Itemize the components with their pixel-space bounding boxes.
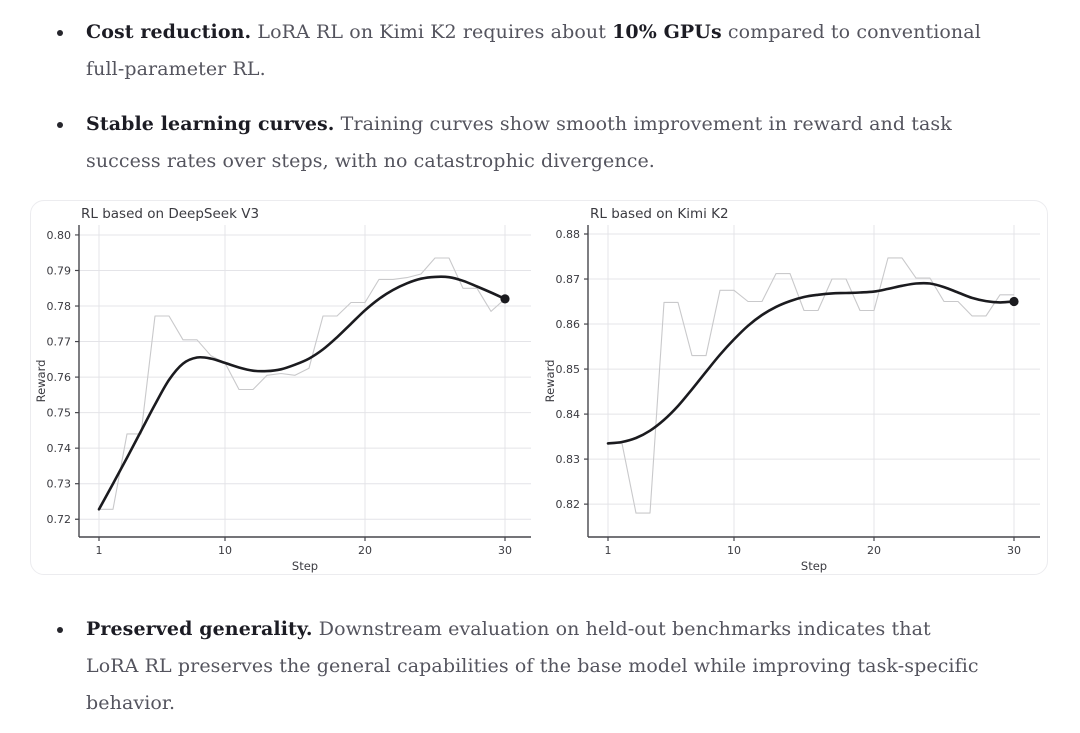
- bullet-bold-text: Preserved generality.: [86, 618, 313, 640]
- y-tick-label: 0.85: [556, 363, 581, 376]
- y-tick-label: 0.80: [47, 229, 72, 242]
- bullet-text: Cost reduction. LoRA RL on Kimi K2 requi…: [86, 14, 981, 88]
- bullet-marker-icon: [57, 30, 63, 36]
- bullet-bold-text: Cost reduction.: [86, 21, 252, 43]
- smoothed-series-line: [97, 275, 507, 511]
- y-axis-label: Reward: [543, 360, 557, 403]
- x-tick-label: 1: [605, 544, 612, 557]
- bullet-item: Stable learning curves. Training curves …: [57, 106, 1010, 180]
- final-point-dot: [500, 294, 510, 304]
- bullet-marker-icon: [57, 627, 63, 633]
- y-tick-label: 0.73: [47, 478, 72, 491]
- y-tick-label: 0.84: [556, 408, 581, 421]
- bullet-item: Preserved generality. Downstream evaluat…: [57, 611, 1010, 722]
- bullet-regular-text: Training curves show smooth improvement …: [86, 113, 952, 172]
- y-tick-label: 0.78: [47, 300, 72, 313]
- bullet-regular-text: LoRA RL on Kimi K2 requires about: [251, 21, 613, 43]
- y-tick-label: 0.83: [556, 453, 581, 466]
- bullet-list-top: Cost reduction. LoRA RL on Kimi K2 requi…: [0, 14, 1080, 180]
- bullet-list-bottom: Preserved generality. Downstream evaluat…: [0, 611, 1080, 722]
- y-tick-label: 0.87: [556, 273, 581, 286]
- x-tick-label: 20: [867, 544, 881, 557]
- x-axis-label: Step: [801, 559, 827, 573]
- chart-kimi-k2: 0.82 0.83 0.84 0.85 0.86 0.87 0.88 1 10 20 30 RL ba…: [540, 201, 1047, 574]
- bullet-text: Preserved generality. Downstream evaluat…: [86, 611, 981, 722]
- smoothed-series-line: [606, 281, 1016, 445]
- bullet-bold-text: Stable learning curves.: [86, 113, 335, 135]
- x-tick-label: 10: [218, 544, 232, 557]
- bullet-regular-text: compared to conventional full-parameter …: [86, 21, 981, 80]
- raw-series-line: [99, 257, 506, 510]
- chart-deepseek-v3-svg: 0.72 0.73 0.74 0.75 0.76 0.77 0.78 0.79 0.80 1 10 2…: [34, 206, 531, 573]
- y-tick-label: 0.77: [47, 336, 72, 349]
- bullet-bold-text: 10% GPUs: [612, 21, 722, 43]
- x-tick-label: 1: [96, 544, 103, 557]
- y-tick-label: 0.88: [556, 228, 581, 241]
- y-tick-label: 0.75: [47, 407, 72, 420]
- chart-title: RL based on Kimi K2: [590, 206, 729, 222]
- y-tick-label: 0.74: [47, 442, 72, 455]
- y-tick-label: 0.76: [47, 371, 72, 384]
- x-tick-label: 10: [727, 544, 741, 557]
- x-tick-label: 30: [498, 544, 512, 557]
- y-axis-label: Reward: [34, 360, 48, 403]
- y-tick-label: 0.72: [47, 513, 72, 526]
- raw-series-line: [608, 257, 1014, 514]
- y-tick-label: 0.82: [556, 498, 581, 511]
- charts-card: 0.72 0.73 0.74 0.75 0.76 0.77 0.78 0.79 0.80 1 10 2…: [30, 200, 1048, 575]
- chart-kimi-k2-svg: 0.82 0.83 0.84 0.85 0.86 0.87 0.88 1 10 20 30 RL ba…: [543, 206, 1040, 573]
- x-tick-label: 30: [1007, 544, 1021, 557]
- bullet-regular-text: Downstream evaluation on held-out benchm…: [86, 618, 979, 714]
- chart-deepseek-v3: 0.72 0.73 0.74 0.75 0.76 0.77 0.78 0.79 0.80 1 10 2…: [31, 201, 540, 574]
- y-tick-label: 0.79: [47, 264, 72, 277]
- x-axis-label: Step: [292, 559, 318, 573]
- final-point-dot: [1009, 296, 1019, 307]
- chart-title: RL based on DeepSeek V3: [81, 206, 259, 222]
- x-tick-label: 20: [358, 544, 372, 557]
- bullet-text: Stable learning curves. Training curves …: [86, 106, 981, 180]
- bullet-item: Cost reduction. LoRA RL on Kimi K2 requi…: [57, 14, 1010, 88]
- bullet-marker-icon: [57, 122, 63, 128]
- y-tick-label: 0.86: [556, 318, 581, 331]
